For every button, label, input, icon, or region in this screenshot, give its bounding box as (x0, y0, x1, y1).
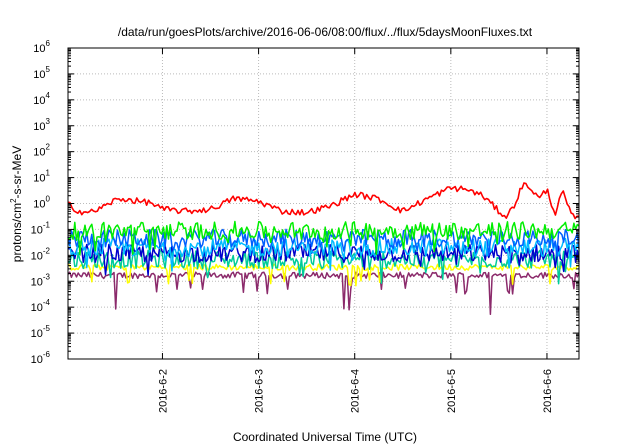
y-tick-base: 10 (31, 250, 43, 262)
y-tick-label: 10-6 (31, 350, 51, 366)
series-line (67, 220, 580, 256)
x-tick-label: 2016-6-2 (157, 369, 169, 413)
y-tick-exponent: -3 (43, 272, 51, 281)
y-tick-base: 10 (33, 43, 45, 55)
y-tick-label: 104 (33, 91, 50, 107)
y-tick-exponent: 0 (46, 195, 51, 204)
y-tick-exponent: 1 (46, 169, 51, 178)
y-tick-exponent: -4 (43, 298, 51, 307)
x-tick-label: 2016-6-5 (446, 369, 458, 413)
y-tick-base: 10 (31, 224, 43, 236)
y-axis-label: protons/cm2-s-sr-MeV (9, 146, 24, 262)
y-tick-exponent: -5 (43, 324, 51, 333)
y-tick-label: 105 (33, 65, 50, 81)
y-tick-label: 100 (33, 195, 50, 211)
series-line (67, 249, 580, 285)
y-tick-label: 10-1 (31, 220, 51, 236)
y-tick-exponent: 5 (46, 65, 51, 74)
y-tick-base: 10 (33, 147, 45, 159)
y-tick-label: 102 (33, 143, 50, 159)
y-tick-base: 10 (31, 328, 43, 340)
y-tick-base: 10 (33, 199, 45, 211)
y-tick-exponent: -1 (43, 220, 51, 229)
grid-lines (68, 48, 579, 359)
y-tick-exponent: -2 (43, 246, 51, 255)
y-tick-base: 10 (31, 276, 43, 288)
chart-title: /data/run/goesPlots/archive/2016-06-06/0… (118, 25, 533, 39)
x-axis-ticks: 2016-6-2 2016-6-3 2016-6-4 2016-6-5 2016-6-6 (157, 48, 554, 413)
y-tick-base: 10 (33, 173, 45, 185)
y-tick-label: 10-4 (31, 298, 51, 314)
y-tick-base: 10 (33, 95, 45, 107)
x-tick-label: 2016-6-3 (254, 369, 266, 413)
y-tick-label: 10-2 (31, 246, 51, 262)
y-tick-base: 10 (31, 302, 43, 314)
series-line (67, 271, 580, 316)
y-tick-label: 101 (33, 169, 50, 185)
series-line (67, 182, 579, 220)
y-tick-exponent: 3 (46, 117, 51, 126)
series-group (67, 182, 580, 316)
y-axis-ticks: 10-610-510-410-310-210-11001011021031041… (31, 39, 579, 366)
y-tick-exponent: -6 (43, 350, 51, 359)
y-tick-base: 10 (33, 121, 45, 133)
y-tick-label: 10-5 (31, 324, 51, 340)
y-tick-label: 103 (33, 117, 50, 133)
y-axis-label-post: -s-sr-MeV (10, 146, 24, 199)
y-tick-exponent: 2 (46, 143, 51, 152)
y-tick-base: 10 (31, 354, 43, 366)
y-tick-label: 106 (33, 39, 50, 55)
y-tick-label: 10-3 (31, 272, 51, 288)
y-tick-exponent: 6 (46, 39, 51, 48)
y-tick-base: 10 (33, 69, 45, 81)
series-line (68, 243, 580, 276)
y-axis-label-pre: protons/cm (10, 203, 24, 262)
y-tick-exponent: 4 (46, 91, 51, 100)
x-tick-label: 2016-6-4 (350, 369, 362, 413)
x-tick-label: 2016-6-6 (542, 369, 554, 413)
y-axis-label-sup: 2 (9, 198, 18, 203)
x-axis-label: Coordinated Universal Time (UTC) (233, 430, 417, 444)
